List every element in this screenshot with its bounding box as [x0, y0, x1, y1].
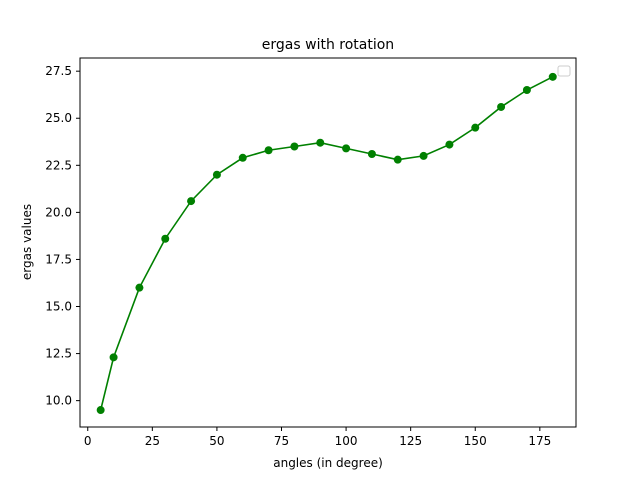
y-tick-label: 10.0: [45, 394, 72, 408]
x-tick-label: 175: [528, 434, 551, 448]
data-point: [342, 144, 351, 153]
data-point: [316, 138, 325, 147]
x-tick-label: 25: [145, 434, 160, 448]
data-point: [548, 72, 557, 81]
plot-area: 0 25 50 75 100 125 150 175 10.0 12.5 15.0 17.5 20.0 2…: [45, 57, 577, 448]
data-point: [109, 353, 118, 362]
data-point: [264, 146, 273, 155]
y-axis-label: ergas values: [20, 204, 34, 280]
data-point: [393, 155, 402, 164]
y-tick-label: 25.0: [45, 111, 72, 125]
y-tick-label: 27.5: [45, 64, 72, 78]
legend-box: [557, 65, 571, 77]
x-tick-label: 50: [209, 434, 224, 448]
y-tick-label: 17.5: [45, 252, 72, 266]
chart-title: ergas with rotation: [262, 37, 394, 53]
y-tick-label: 20.0: [45, 205, 72, 219]
data-point: [522, 86, 531, 95]
data-point: [290, 142, 299, 151]
x-tick-label: 100: [335, 434, 358, 448]
data-point: [419, 151, 428, 160]
data-point: [471, 123, 480, 132]
data-point: [445, 140, 454, 149]
x-tick-label: 75: [274, 434, 289, 448]
data-point: [187, 197, 196, 206]
axes-frame: [79, 57, 577, 428]
x-tick-label: 150: [464, 434, 487, 448]
x-tick-label: 125: [399, 434, 422, 448]
y-tick-label: 22.5: [45, 158, 72, 172]
data-point: [135, 283, 144, 292]
data-point: [212, 170, 221, 179]
data-point: [96, 406, 105, 415]
data-point: [367, 150, 376, 159]
x-axis-label: angles (in degree): [273, 456, 383, 470]
y-tick-label: 12.5: [45, 347, 72, 361]
x-tick-label: 0: [84, 434, 92, 448]
y-tick-label: 15.0: [45, 300, 72, 314]
data-point: [497, 102, 506, 111]
data-point: [161, 234, 170, 243]
data-point: [238, 153, 247, 162]
